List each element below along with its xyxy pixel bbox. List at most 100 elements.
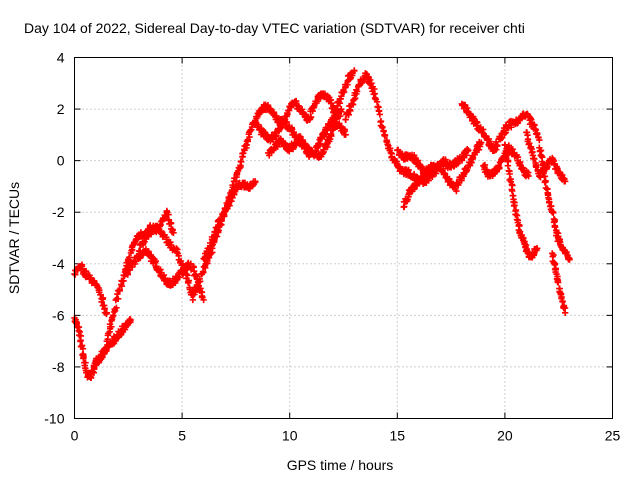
- y-tick-label: -10: [44, 411, 64, 427]
- series-sat-o: [480, 142, 532, 180]
- data-point: [514, 154, 522, 161]
- data-point: [218, 216, 225, 224]
- data-point: [137, 248, 144, 255]
- series-sat-k: [264, 120, 349, 161]
- data-point: [376, 111, 384, 118]
- data-point: [504, 151, 511, 159]
- data-point: [405, 166, 412, 174]
- data-point: [114, 295, 122, 302]
- data-point: [465, 147, 472, 154]
- data-point: [196, 275, 203, 283]
- data-point: [551, 218, 558, 225]
- data-point: [167, 220, 175, 227]
- axis-ticks: 0 5 10 15 20 25 -10 -8 -6 -4 -2 0 2 4: [44, 50, 620, 444]
- data-point: [566, 255, 573, 262]
- data-point: [561, 178, 569, 185]
- data-point: [347, 107, 354, 115]
- data-point: [176, 274, 183, 281]
- data-point: [332, 106, 340, 114]
- data-point: [410, 171, 418, 178]
- data-point: [208, 242, 216, 250]
- data-point: [555, 279, 562, 286]
- series-sat-s: [549, 250, 569, 316]
- data-point: [551, 223, 559, 231]
- y-tick-label: 4: [57, 50, 65, 66]
- data-point: [116, 287, 123, 295]
- data-point: [244, 138, 251, 145]
- data-point: [127, 317, 134, 324]
- series-sat-b: [71, 261, 110, 318]
- x-tick-label: 20: [497, 428, 513, 444]
- data-point: [536, 136, 543, 144]
- data-point: [463, 152, 470, 159]
- data-point: [307, 113, 315, 121]
- data-point: [476, 143, 484, 150]
- y-tick-label: -4: [52, 256, 65, 272]
- data-point: [351, 67, 358, 74]
- data-point: [375, 108, 383, 115]
- y-tick-label: -6: [52, 307, 65, 323]
- data-point: [526, 140, 533, 147]
- data-point: [113, 304, 120, 312]
- data-point: [80, 354, 87, 361]
- data-point: [561, 309, 569, 316]
- data-point: [532, 161, 540, 169]
- y-tick-label: -2: [52, 204, 65, 220]
- y-tick-label: -8: [52, 359, 65, 375]
- data-point: [531, 155, 538, 163]
- data-point: [109, 312, 117, 320]
- data-point: [511, 202, 518, 209]
- data-point: [338, 108, 345, 115]
- data-point: [492, 146, 500, 153]
- data-point: [550, 209, 557, 217]
- data-point: [114, 290, 121, 298]
- data-point: [103, 309, 110, 316]
- data-point: [508, 124, 515, 131]
- data-point: [184, 272, 191, 279]
- x-tick-label: 5: [178, 428, 186, 444]
- data-point: [546, 198, 553, 206]
- data-point: [147, 231, 155, 238]
- data-point: [512, 211, 520, 218]
- data-point: [494, 142, 501, 149]
- data-points: [71, 67, 573, 382]
- series-sat-d: [122, 246, 207, 304]
- data-point: [352, 95, 359, 102]
- data-point: [200, 269, 207, 276]
- data-point: [252, 178, 259, 185]
- data-point: [160, 271, 168, 279]
- data-point: [327, 131, 335, 138]
- plot-frame: [74, 57, 613, 419]
- series-sat-q: [523, 129, 569, 185]
- data-point: [310, 104, 318, 111]
- data-point: [517, 158, 524, 166]
- data-point: [381, 131, 389, 139]
- x-tick-label: 10: [282, 428, 298, 444]
- data-point: [463, 104, 471, 112]
- data-point: [501, 141, 509, 148]
- data-point: [157, 221, 164, 229]
- data-point: [508, 186, 515, 193]
- data-point: [103, 347, 110, 355]
- data-point: [200, 296, 207, 304]
- data-point: [243, 141, 250, 149]
- x-axis-label: GPS time / hours: [287, 457, 394, 473]
- data-point: [79, 345, 87, 352]
- data-point: [550, 251, 557, 259]
- data-point: [379, 124, 386, 131]
- data-point: [170, 229, 177, 237]
- data-point: [474, 119, 481, 126]
- data-point: [336, 120, 343, 127]
- data-point: [228, 198, 235, 205]
- y-tick-label: 0: [57, 153, 65, 169]
- x-tick-label: 25: [605, 428, 621, 444]
- data-point: [525, 172, 532, 180]
- data-point: [78, 263, 86, 270]
- data-point: [425, 177, 432, 184]
- data-point: [214, 224, 221, 231]
- series-sat-r: [536, 144, 573, 263]
- data-point: [108, 323, 115, 330]
- data-point: [506, 170, 513, 178]
- data-point: [181, 267, 189, 274]
